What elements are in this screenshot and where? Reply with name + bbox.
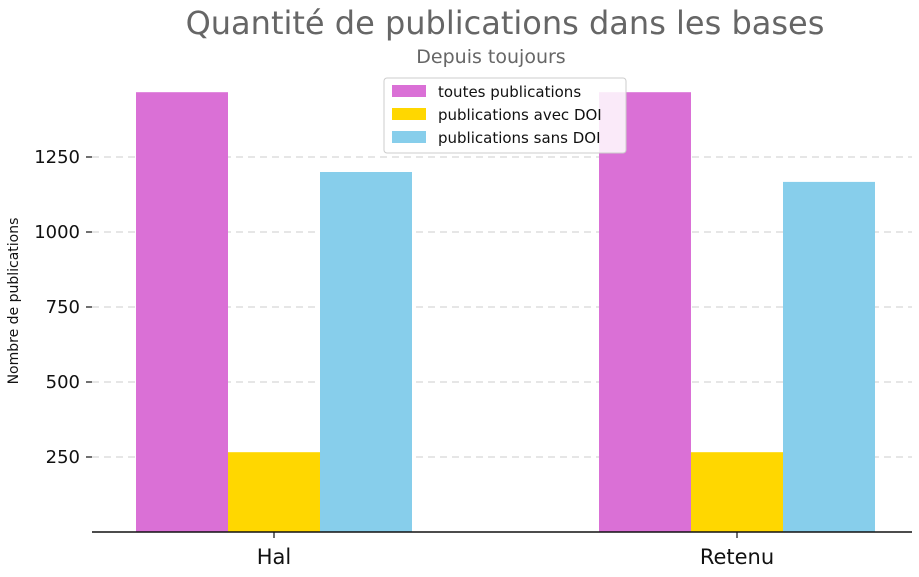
legend-label-3: publications sans DOI [438,129,601,147]
bar-hal-1 [136,92,228,532]
legend-label-2: publications avec DOI [438,106,602,124]
legend-label-1: toutes publications [438,83,581,101]
y-tick-label-1250: 1250 [34,147,80,168]
y-tick-label-1000: 1000 [34,222,80,243]
x-axis-categories: Hal Retenu [257,532,774,569]
y-tick-label-750: 750 [46,297,80,318]
bar-retenu-2 [691,452,783,532]
legend-swatch-1 [392,85,426,97]
y-tick-label-500: 500 [46,372,80,393]
bar-hal-3 [320,172,412,532]
chart-subtitle: Depuis toujours [416,46,565,68]
bar-hal-2 [228,452,320,532]
x-tick-label-hal: Hal [257,545,292,569]
legend-swatch-3 [392,131,426,143]
y-axis-label: Nombre de publications [6,218,22,385]
x-tick-label-retenu: Retenu [700,545,774,569]
legend-swatch-2 [392,108,426,120]
bar-retenu-1 [599,92,691,532]
y-tick-label-250: 250 [46,447,80,468]
legend-box [383,77,627,154]
chart-title: Quantité de publications dans les bases [186,4,825,42]
bars [136,92,875,532]
bar-retenu-3 [783,181,875,532]
legend: toutes publications publications avec DOI… [383,77,627,154]
y-axis-ticks: 250 500 750 1000 1250 [34,147,92,468]
